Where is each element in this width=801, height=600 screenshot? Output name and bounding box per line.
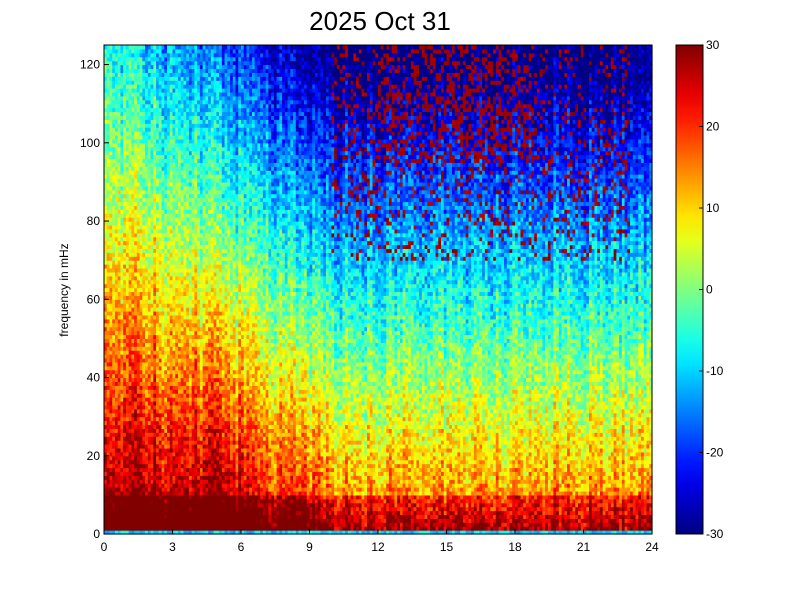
heatmap-cells (104, 45, 653, 535)
